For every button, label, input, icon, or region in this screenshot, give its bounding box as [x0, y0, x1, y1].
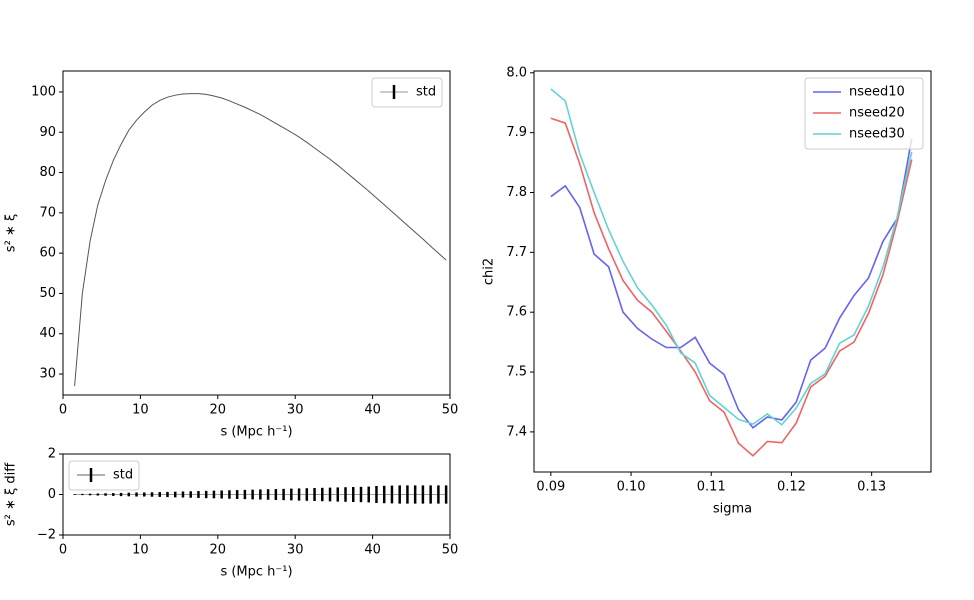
x-axis-label: sigma [713, 502, 752, 517]
x-tick-label: 0.12 [777, 480, 806, 495]
y-tick-label: 80 [39, 165, 56, 180]
y-tick-label: 0 [48, 487, 56, 502]
legend-label: nseed10 [849, 85, 905, 100]
y-tick-label: 7.4 [506, 424, 527, 439]
x-tick-label: 20 [210, 403, 227, 418]
x-tick-label: 10 [132, 543, 149, 558]
y-tick-label: 7.5 [506, 365, 527, 380]
y-tick-label: 40 [39, 326, 56, 341]
y-axis-label: s² ∗ ξ diff [4, 462, 19, 526]
x-tick-label: 40 [364, 403, 381, 418]
x-tick-label: 0 [59, 543, 67, 558]
axes-frame [62, 70, 451, 396]
y-tick-label: −2 [37, 528, 56, 543]
x-tick-label: 10 [132, 403, 149, 418]
y-axis-label: s² ∗ ξ [4, 214, 19, 252]
y-tick-label: 100 [31, 84, 56, 99]
x-tick-label: 0 [59, 403, 67, 418]
y-tick-label: 90 [39, 125, 56, 140]
series-line [550, 117, 913, 457]
legend-box [371, 77, 443, 108]
y-tick-label: 7.6 [506, 305, 527, 320]
x-tick-label: 50 [442, 543, 459, 558]
legend-label: nseed30 [849, 127, 905, 142]
legend-label: nseed20 [849, 106, 905, 121]
x-tick-label: 20 [210, 543, 227, 558]
series-line [74, 93, 447, 387]
legend-box [804, 77, 924, 150]
x-tick-label: 30 [287, 543, 304, 558]
y-tick-label: 2 [48, 447, 56, 462]
x-axis-label: s (Mpc h⁻¹) [220, 425, 292, 440]
subplot: 0 10 20 30 40 50 30 40 50 60 70 80 90 100 s (Mpc h⁻¹) s… [4, 70, 459, 440]
x-tick-label: 50 [442, 403, 459, 418]
x-tick-label: 30 [287, 403, 304, 418]
subplot: 0.09 0.10 0.11 0.12 0.13 7.4 7.5 7.6 7.7 7.8 7.9 8.… [482, 65, 932, 517]
series-line [550, 138, 913, 429]
legend-box [68, 460, 140, 491]
y-tick-label: 7.8 [506, 185, 527, 200]
y-tick-label: 8.0 [506, 65, 527, 80]
y-tick-label: 60 [39, 246, 56, 261]
axes-frame [533, 70, 932, 473]
x-axis-label: s (Mpc h⁻¹) [220, 565, 292, 580]
axes-frame [62, 453, 451, 536]
series-line [550, 88, 913, 426]
y-tick-label: 7.7 [506, 245, 527, 260]
y-tick-label: 70 [39, 205, 56, 220]
y-tick-label: 30 [39, 367, 56, 382]
y-axis-label: chi2 [482, 258, 497, 285]
legend-label: std [113, 468, 133, 483]
x-tick-label: 40 [364, 543, 381, 558]
y-tick-label: 50 [39, 286, 56, 301]
x-tick-label: 0.10 [617, 480, 646, 495]
legend-label: std [416, 85, 436, 100]
x-tick-label: 0.11 [697, 480, 726, 495]
x-tick-label: 0.13 [857, 480, 886, 495]
y-tick-label: 7.9 [506, 125, 527, 140]
x-tick-label: 0.09 [536, 480, 565, 495]
